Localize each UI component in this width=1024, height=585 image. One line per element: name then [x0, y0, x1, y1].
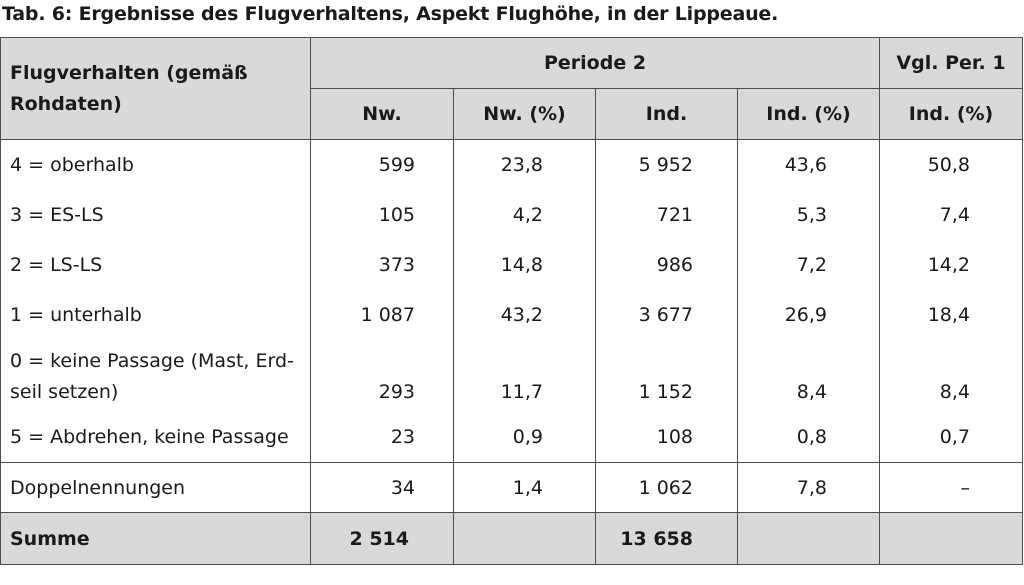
cell-ind-pct: 26,9 — [736, 289, 881, 340]
table-row: 1 = unterhalb 1 087 43,2 3 677 26,9 18,4 — [0, 289, 1024, 340]
cell-nw: 23 — [310, 412, 454, 463]
cell-ind: 721 — [595, 189, 738, 240]
cell-per1: 18,4 — [879, 289, 1024, 340]
group-header-vgl-per-1: Vgl. Per. 1 — [879, 37, 1024, 89]
column-header: Nw. (%) — [453, 88, 596, 140]
cell-nw-pct: 0,9 — [453, 412, 596, 463]
cell-ind-pct: 43,6 — [736, 139, 881, 190]
table-row: 4 = oberhalb 599 23,8 5 952 43,6 50,8 — [0, 139, 1024, 190]
table-row-doppelnennungen: Doppelnennungen 34 1,4 1 062 7,8 – — [0, 462, 1024, 513]
cell-nw: 373 — [310, 239, 454, 290]
cell-nw-pct: 11,7 — [453, 339, 596, 413]
cell-per1: 14,2 — [879, 239, 1024, 290]
group-header-periode-2: Periode 2 — [309, 37, 881, 89]
cell-nw: 293 — [310, 339, 454, 413]
table-row: 0 = keine Passage (Mast, Erd-seil setzen… — [0, 339, 1024, 413]
cell-nw-pct: 23,8 — [453, 139, 596, 190]
cell-nw-pct: 43,2 — [453, 289, 596, 340]
column-header: Nw. — [310, 88, 454, 140]
cell-per1: – — [879, 462, 1024, 513]
cell-ind: 5 952 — [595, 139, 738, 190]
cell-per1: 8,4 — [879, 339, 1024, 413]
cell-ind-pct: 7,2 — [736, 239, 881, 290]
table-row: 3 = ES-LS 105 4,2 721 5,3 7,4 — [0, 189, 1024, 240]
table-row-summe: Summe 2 514 13 658 — [0, 512, 1024, 565]
cell-empty — [736, 512, 881, 565]
column-header: Ind. (%) — [879, 88, 1024, 140]
cell-ind: 108 — [595, 412, 738, 463]
cell-nw: 34 — [310, 462, 454, 513]
cell-nw-pct: 1,4 — [453, 462, 596, 513]
cell-per1: 7,4 — [879, 189, 1024, 240]
row-header: Flugverhalten (gemäß Rohdaten) — [0, 37, 311, 140]
row-label: Doppelnennungen — [0, 462, 311, 513]
cell-per1: 50,8 — [879, 139, 1024, 190]
cell-nw: 2 514 — [310, 512, 454, 565]
flight-behaviour-table: Flugverhalten (gemäß Rohdaten) Periode 2… — [0, 37, 1024, 565]
cell-ind-pct: 7,8 — [736, 462, 881, 513]
cell-ind-pct: 5,3 — [736, 189, 881, 240]
table-row: 2 = LS-LS 373 14,8 986 7,2 14,2 — [0, 239, 1024, 290]
row-label: 3 = ES-LS — [0, 189, 311, 240]
row-label: 0 = keine Passage (Mast, Erd-seil setzen… — [0, 339, 311, 413]
cell-ind: 13 658 — [595, 512, 738, 565]
column-header: Ind. — [595, 88, 738, 140]
cell-ind: 1 062 — [595, 462, 738, 513]
table-caption: Tab. 6: Ergebnisse des Flugverhaltens, A… — [2, 3, 779, 25]
row-label: Summe — [0, 512, 311, 565]
cell-ind-pct: 0,8 — [736, 412, 881, 463]
cell-nw: 1 087 — [310, 289, 454, 340]
row-label: 4 = oberhalb — [0, 139, 311, 190]
cell-empty — [453, 512, 596, 565]
cell-ind-pct: 8,4 — [736, 339, 881, 413]
cell-per1: 0,7 — [879, 412, 1024, 463]
column-header: Ind. (%) — [736, 88, 881, 140]
cell-ind: 1 152 — [595, 339, 738, 413]
cell-ind: 3 677 — [595, 289, 738, 340]
row-label: 1 = unterhalb — [0, 289, 311, 340]
row-label: 2 = LS-LS — [0, 239, 311, 290]
cell-nw: 105 — [310, 189, 454, 240]
cell-nw-pct: 4,2 — [453, 189, 596, 240]
cell-empty — [879, 512, 1024, 565]
row-label: 5 = Abdrehen, keine Passage — [0, 412, 311, 463]
cell-nw-pct: 14,8 — [453, 239, 596, 290]
cell-nw: 599 — [310, 139, 454, 190]
table-row: 5 = Abdrehen, keine Passage 23 0,9 108 0… — [0, 412, 1024, 463]
cell-ind: 986 — [595, 239, 738, 290]
